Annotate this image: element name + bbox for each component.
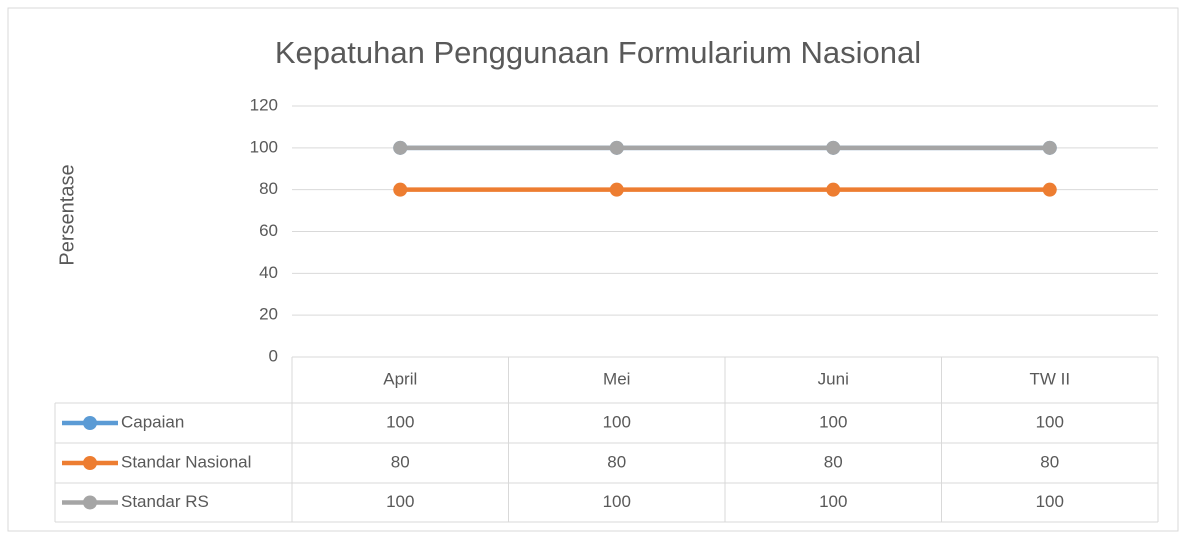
table-value: 80 xyxy=(391,452,410,471)
y-tick-label: 100 xyxy=(250,137,278,156)
legend-label: Standar RS xyxy=(121,492,209,511)
y-tick-label: 120 xyxy=(250,95,278,114)
table-value: 100 xyxy=(386,492,414,511)
table-value: 100 xyxy=(603,412,631,431)
y-tick-label: 0 xyxy=(269,346,278,365)
table-value: 100 xyxy=(1036,412,1064,431)
table-value: 80 xyxy=(1040,452,1059,471)
data-marker xyxy=(1042,140,1057,155)
data-marker xyxy=(1042,182,1057,197)
x-tick-label: Juni xyxy=(818,369,849,388)
table-value: 100 xyxy=(603,492,631,511)
data-marker xyxy=(393,140,408,155)
x-tick-label: Mei xyxy=(603,369,630,388)
x-tick-label: April xyxy=(383,369,417,388)
data-marker xyxy=(609,140,624,155)
legend-marker xyxy=(83,456,97,470)
chart-title: Kepatuhan Penggunaan Formularium Nasiona… xyxy=(275,35,921,70)
data-marker xyxy=(609,182,624,197)
table-value: 100 xyxy=(819,412,847,431)
y-tick-label: 80 xyxy=(259,179,278,198)
data-marker xyxy=(826,182,841,197)
y-tick-label: 20 xyxy=(259,305,278,324)
data-marker xyxy=(393,182,408,197)
table-value: 100 xyxy=(819,492,847,511)
table-value: 100 xyxy=(386,412,414,431)
legend-label: Capaian xyxy=(121,412,184,431)
chart-frame xyxy=(7,7,1179,532)
y-tick-label: 40 xyxy=(259,263,278,282)
legend-marker xyxy=(83,416,97,430)
table-value: 80 xyxy=(824,452,843,471)
table-value: 100 xyxy=(1036,492,1064,511)
data-marker xyxy=(826,140,841,155)
legend-label: Standar Nasional xyxy=(121,452,251,471)
table-value: 80 xyxy=(607,452,626,471)
y-axis-label: Persentase xyxy=(56,164,78,265)
y-tick-label: 60 xyxy=(259,221,278,240)
x-tick-label: TW II xyxy=(1029,369,1070,388)
legend-marker xyxy=(83,495,97,510)
